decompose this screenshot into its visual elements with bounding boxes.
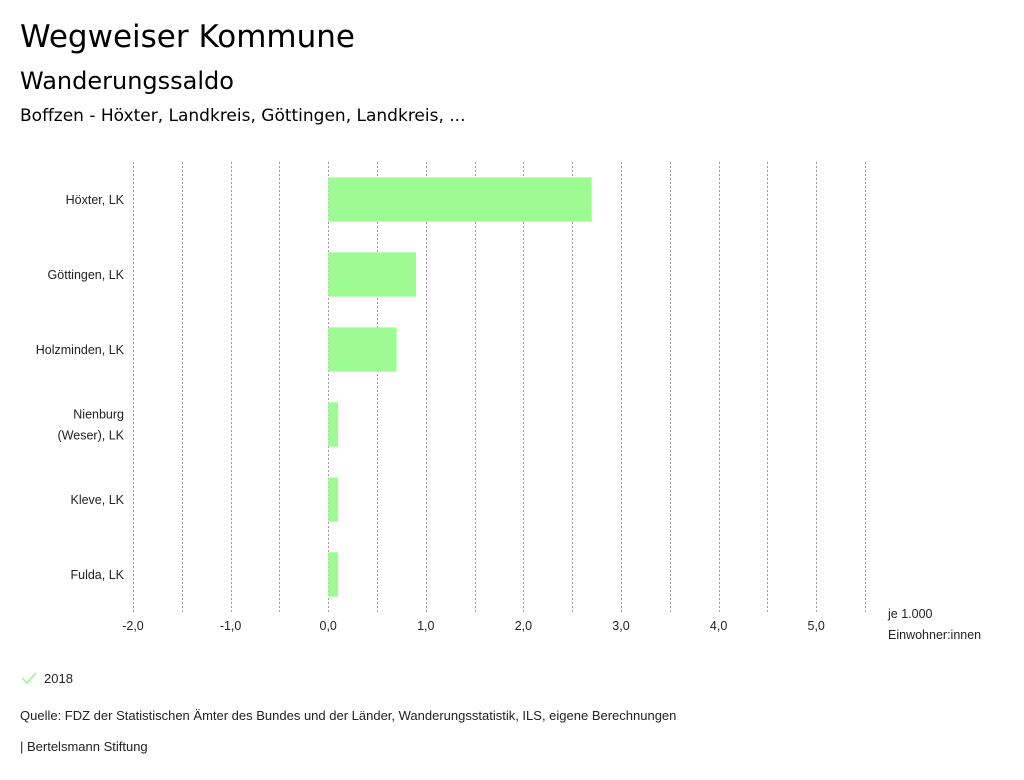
legend-label: 2018 [44,670,73,686]
category-label: (Weser), LK [58,429,125,443]
unit-label-line: je 1.000 [887,607,933,621]
x-tick-label: 5,0 [808,619,825,633]
source-note: Quelle: FDZ der Statistischen Ämter des … [20,708,677,723]
category-label: Höxter, LK [66,193,125,207]
credit-note: | Bertelsmann Stiftung [20,739,148,754]
x-tick-label: -1,0 [220,619,242,633]
unit-label-line: Einwohner:innen [888,628,981,642]
category-label: Kleve, LK [70,493,124,507]
x-tick-label: -2,0 [122,619,144,633]
unit-label: je 1.000 Einwohner:innen [887,607,981,642]
bars [328,177,592,597]
bar-chart: Höxter, LK Göttingen, LK Holzminden, LK Nie… [36,162,981,642]
checkmark-icon [21,672,37,685]
legend[interactable]: 2018 [20,668,73,688]
x-tick-label: 1,0 [417,619,434,633]
category-label: Fulda, LK [70,568,124,582]
grid-lines [133,162,866,612]
bar[interactable] [328,252,417,297]
category-labels: Höxter, LK Göttingen, LK Holzminden, LK Nie… [36,193,125,582]
bar[interactable] [328,552,338,597]
x-tick-label: 2,0 [515,619,532,633]
region-filter-label: Boffzen - Höxter, Landkreis, Göttingen, … [20,106,466,126]
bar[interactable] [328,327,397,372]
category-label: Holzminden, LK [36,343,125,357]
bar[interactable] [328,402,338,447]
x-tick-labels: -2,0 -1,0 0,0 1,0 2,0 3,0 4,0 5,0 [122,619,825,633]
chart-subtitle: Wanderungssaldo [20,67,234,95]
category-label: Göttingen, LK [48,268,125,282]
bar[interactable] [328,177,592,222]
bar[interactable] [328,477,338,522]
x-tick-label: 3,0 [612,619,629,633]
x-tick-label: 4,0 [710,619,727,633]
page-title: Wegweiser Kommune [20,19,355,55]
category-label: Nienburg [73,408,124,422]
x-tick-label: 0,0 [320,619,337,633]
